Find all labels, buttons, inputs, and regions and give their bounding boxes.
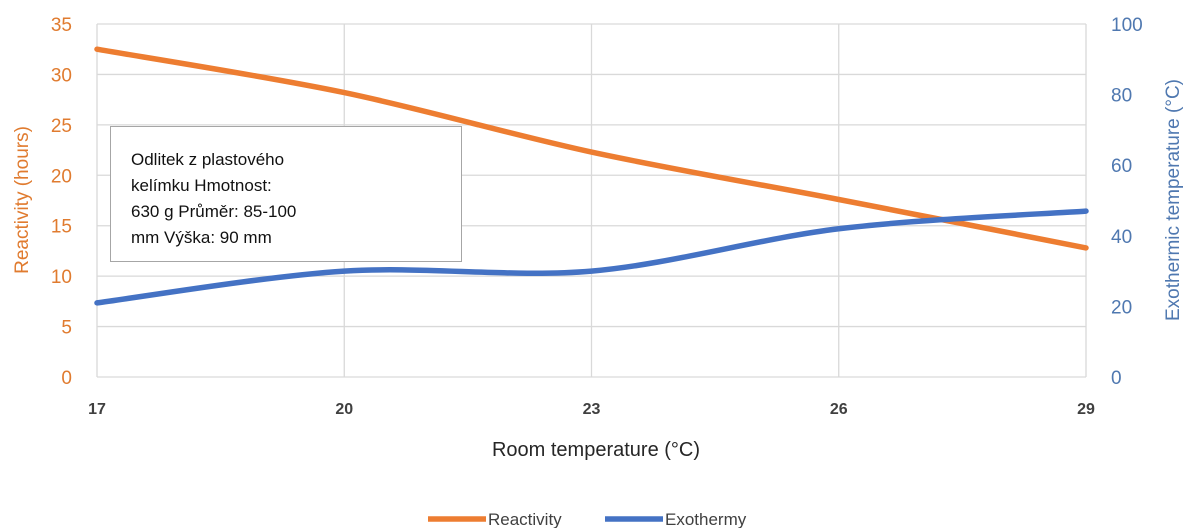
left-tick-label: 25 (51, 116, 72, 137)
series-lines (94, 46, 1089, 306)
left-tick-label: 35 (51, 15, 72, 36)
right-tick-label: 40 (1111, 227, 1132, 248)
series-line-exothermy (94, 208, 1089, 306)
left-tick-label: 5 (61, 318, 72, 339)
right-axis-ticks: 0 20 40 60 80 100 (1111, 15, 1143, 389)
left-tick-label: 20 (51, 166, 72, 187)
right-tick-label: 20 (1111, 297, 1132, 318)
x-tick-label: 26 (830, 401, 848, 418)
x-tick-label: 20 (335, 401, 353, 418)
x-axis-ticks: 17 20 23 26 29 (88, 401, 1095, 418)
left-tick-label: 10 (51, 267, 72, 288)
right-tick-label: 60 (1111, 156, 1132, 177)
left-tick-label: 15 (51, 217, 72, 238)
right-tick-label: 80 (1111, 86, 1132, 107)
left-tick-label: 30 (51, 65, 72, 86)
right-tick-label: 0 (1111, 368, 1122, 389)
x-tick-label: 17 (88, 401, 106, 418)
legend-label-reactivity: Reactivity (488, 510, 562, 528)
right-tick-label: 100 (1111, 15, 1143, 36)
left-axis-ticks: 0 5 10 15 20 25 30 35 (51, 15, 72, 389)
legend: Reactivity Exothermy (428, 510, 747, 528)
x-tick-label: 23 (583, 401, 601, 418)
grid-lines (96, 23, 1087, 378)
legend-label-exothermy: Exothermy (665, 510, 747, 528)
x-tick-label: 29 (1077, 401, 1095, 418)
x-axis-title: Room temperature (°C) (492, 439, 700, 461)
annotation-box: Odlitek z plastového kelímku Hmotnost: 6… (110, 126, 462, 262)
right-axis-title: Exothermic temperature (°C) (1163, 79, 1184, 321)
left-axis-title: Reactivity (hours) (12, 126, 33, 274)
series-line-reactivity (94, 46, 1089, 251)
left-tick-label: 0 (61, 368, 72, 389)
